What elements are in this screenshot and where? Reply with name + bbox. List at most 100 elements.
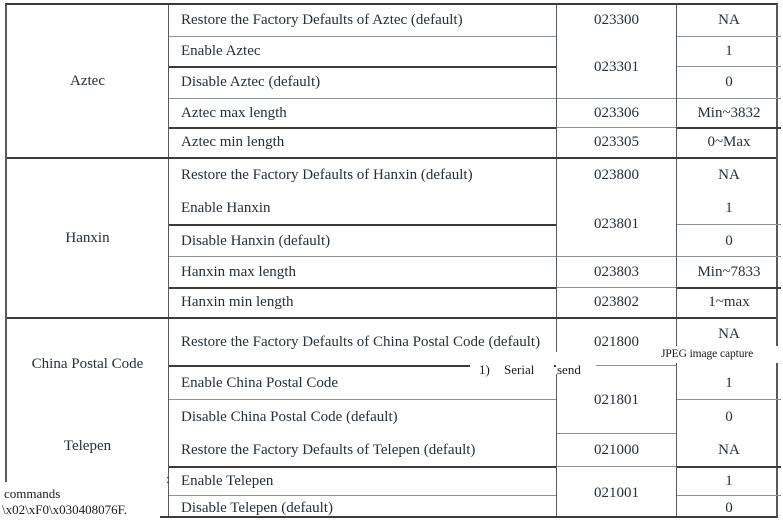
row-description: Enable China Postal Code bbox=[181, 374, 339, 391]
overlay-hex-string-text: \x02\xF0\x030408076F. bbox=[2, 502, 128, 517]
value-text: NA bbox=[718, 12, 740, 29]
overlay-commands-text: commands bbox=[4, 486, 61, 501]
overlay-patch-jpeg bbox=[659, 346, 783, 363]
row-divider bbox=[557, 365, 676, 366]
table-row-desc: Disable Aztec (default) bbox=[169, 67, 556, 98]
table-row-desc: Enable China Postal Code bbox=[169, 366, 556, 400]
serial-command-code: 021001 bbox=[594, 485, 639, 502]
table-row-value: 0 bbox=[677, 400, 781, 434]
symbology-name-cell-telepen: Telepen bbox=[7, 409, 168, 484]
table-row-value: 0 bbox=[677, 67, 781, 98]
table-row-code: 021001 bbox=[557, 467, 676, 520]
value-text: 1~max bbox=[708, 294, 750, 311]
row-divider bbox=[169, 365, 556, 367]
row-description: Restore the Factory Defaults of China Po… bbox=[181, 334, 541, 351]
value-text: NA bbox=[718, 325, 740, 342]
section-divider bbox=[7, 157, 776, 159]
row-divider bbox=[677, 127, 781, 129]
serial-command-code: 021000 bbox=[594, 442, 639, 459]
table-row-desc: Hanxin min length bbox=[169, 288, 556, 317]
barcode-settings-table: Aztec Restore the Factory Defaults of Az… bbox=[5, 3, 781, 520]
table-row-desc: Enable Hanxin bbox=[169, 192, 556, 225]
serial-command-code: 023301 bbox=[594, 58, 639, 75]
table-row-value: 1 bbox=[677, 36, 781, 67]
row-divider bbox=[169, 127, 556, 129]
value-text: 0~Max bbox=[707, 134, 751, 151]
value-text: 1 bbox=[725, 473, 733, 490]
table-row-value: Min~7833 bbox=[677, 257, 781, 288]
row-divider bbox=[677, 224, 781, 225]
serial-command-code: 023800 bbox=[594, 167, 639, 184]
symbology-name-cell-hanxin: Hanxin bbox=[7, 159, 168, 317]
serial-command-code: 023305 bbox=[594, 134, 639, 151]
row-description: Aztec min length bbox=[181, 134, 285, 151]
table-row-code: 023801 bbox=[557, 192, 676, 257]
row-divider bbox=[557, 287, 676, 288]
table-row-value: NA bbox=[677, 319, 781, 349]
table-row-value: 1 bbox=[677, 366, 781, 400]
row-divider bbox=[677, 66, 781, 67]
serial-command-code: 021801 bbox=[594, 391, 639, 408]
symbology-label: Hanxin bbox=[65, 229, 110, 246]
table-row-desc: Restore the Factory Defaults of Telepen … bbox=[169, 434, 556, 467]
table-row-code: 023803 bbox=[557, 257, 676, 288]
row-divider bbox=[557, 98, 676, 99]
table-row-desc: Hanxin max length bbox=[169, 257, 556, 288]
table-row-value: 0 bbox=[677, 225, 781, 257]
value-text: Min~7833 bbox=[697, 264, 761, 281]
value-text: 0 bbox=[725, 499, 733, 516]
overlay-serial-text: Serial bbox=[504, 362, 535, 377]
overlay-jpeg-capture-text: JPEG image capture bbox=[661, 348, 754, 360]
row-description: Disable China Postal Code (default) bbox=[181, 408, 398, 425]
row-divider bbox=[677, 98, 781, 99]
table-row-desc: Restore the Factory Defaults of Aztec (d… bbox=[169, 5, 556, 36]
value-text: 0 bbox=[725, 232, 733, 249]
row-divider bbox=[169, 399, 556, 400]
table-row-desc: Disable Hanxin (default) bbox=[169, 225, 556, 257]
row-divider bbox=[557, 127, 676, 128]
row-description: Enable Telepen bbox=[181, 473, 274, 490]
table-row-desc: Disable China Postal Code (default) bbox=[169, 400, 556, 434]
value-text: 1 bbox=[725, 200, 733, 217]
row-divider bbox=[169, 66, 556, 68]
row-divider bbox=[677, 495, 781, 496]
row-divider bbox=[169, 98, 556, 99]
overlay-send-text: send bbox=[557, 362, 581, 377]
row-divider bbox=[169, 287, 556, 289]
table-row-value: NA bbox=[677, 5, 781, 36]
table-row-value: NA bbox=[677, 434, 781, 467]
value-text: 1 bbox=[725, 43, 733, 60]
overlay-patch-commands bbox=[0, 482, 160, 522]
table-row-value: 1~max bbox=[677, 288, 781, 317]
value-text: 0 bbox=[725, 408, 733, 425]
symbology-label: Telepen bbox=[63, 438, 112, 455]
table-row-desc: Aztec max length bbox=[169, 98, 556, 128]
table-row-value: 1 bbox=[677, 467, 781, 496]
serial-command-code: 023306 bbox=[594, 104, 639, 121]
row-divider bbox=[677, 399, 781, 400]
row-divider bbox=[169, 495, 556, 496]
table-row-code: 021000 bbox=[557, 434, 676, 467]
table-row-value: 0~Max bbox=[677, 128, 781, 157]
serial-command-code: 023802 bbox=[594, 294, 639, 311]
overlay-colon-text: : bbox=[166, 471, 170, 486]
table-row-desc: Enable Telepen bbox=[169, 467, 556, 496]
table-row-code: 023802 bbox=[557, 288, 676, 317]
row-divider bbox=[677, 256, 781, 257]
table-row-desc: Disable Telepen (default) bbox=[169, 496, 556, 520]
row-divider bbox=[169, 36, 556, 37]
serial-command-code: 021800 bbox=[594, 334, 639, 351]
row-divider bbox=[677, 466, 781, 468]
serial-command-code: 023803 bbox=[594, 264, 639, 281]
table-row-desc: Restore the Factory Defaults of Hanxin (… bbox=[169, 159, 556, 192]
row-divider bbox=[557, 466, 676, 467]
table-row-code: 023300 bbox=[557, 5, 676, 36]
value-text: 1 bbox=[725, 374, 733, 391]
table-row-code: 021800 bbox=[557, 319, 676, 366]
serial-command-code: 023300 bbox=[594, 12, 639, 29]
value-text: NA bbox=[718, 442, 740, 459]
table-row-desc: Enable Aztec bbox=[169, 36, 556, 67]
row-divider bbox=[677, 287, 781, 289]
serial-command-code: 023801 bbox=[594, 216, 639, 233]
